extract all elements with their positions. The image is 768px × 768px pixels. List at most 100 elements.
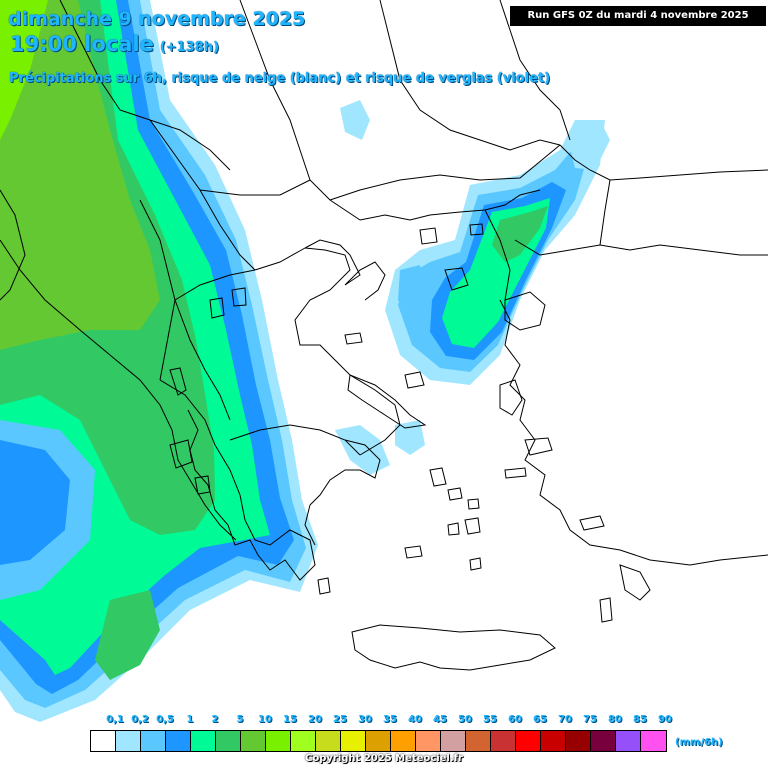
legend-swatch (366, 731, 391, 751)
legend-tick-label: 20 (308, 714, 322, 725)
island-skyros (404, 371, 425, 389)
precip-area-west-10mm (0, 0, 160, 350)
legend-swatch (266, 731, 291, 751)
island-kythira (317, 577, 331, 595)
legend-swatch (191, 731, 216, 751)
legend-swatch (391, 731, 416, 751)
legend-tick-label: 65 (533, 714, 547, 725)
island-corfu (169, 367, 187, 396)
legend-tick-label: 60 (508, 714, 522, 725)
model-run-label: Run GFS 0Z du mardi 4 novembre 2025 (510, 6, 766, 26)
border-greece-north (174, 247, 306, 301)
island-karpathos (599, 597, 613, 623)
turkey-west-coastline (499, 299, 768, 566)
adriatic-coastline (0, 239, 237, 541)
attica-coast (309, 439, 381, 506)
forecast-lead-time: (+138h) (159, 40, 220, 55)
island-samothrace (469, 223, 484, 236)
legend-tick-label: 1 (186, 714, 194, 725)
island-chios (499, 379, 523, 416)
precip-area-ionian-tongue (95, 590, 160, 680)
border-greece-turkey (484, 209, 511, 301)
legend-tick-label: 40 (408, 714, 422, 725)
legend-tick-label: 10 (258, 714, 272, 725)
border-balkans-4 (379, 0, 561, 151)
island-santorini (469, 557, 482, 571)
legend-tick-label: 45 (433, 714, 447, 725)
lake-ohrid (209, 297, 225, 319)
map-subtitle: Précipitations sur 6h, risque de neige (… (9, 71, 551, 86)
border-balkans-3 (329, 144, 561, 201)
legend-tick-label: 0,1 (106, 714, 124, 725)
forecast-hour-value: 19:00 locale (10, 32, 154, 56)
island-tinos (447, 487, 463, 501)
legend-swatch (91, 731, 116, 751)
lake-prespa (231, 287, 247, 307)
legend-swatch (566, 731, 591, 751)
coastlines-borders (0, 0, 768, 581)
forecast-date: dimanche 9 novembre 2025 (8, 8, 306, 30)
island-rhodes (619, 564, 651, 601)
border-balkans-5 (59, 0, 231, 171)
legend-tick-label: 15 (283, 714, 297, 725)
legend-tick-label: 55 (483, 714, 497, 725)
island-thasos (419, 227, 438, 245)
legend-tick-label: 85 (633, 714, 647, 725)
border-albania (174, 299, 231, 421)
border-balkans-1 (149, 119, 256, 271)
border-balkans-2 (239, 0, 361, 221)
legend-swatch (116, 731, 141, 751)
island-samos (524, 437, 553, 456)
island-lesbos (504, 291, 546, 331)
legend-swatch (541, 731, 566, 751)
greece-east-coastline (294, 247, 401, 456)
legend-swatch (166, 731, 191, 751)
island-andros (429, 467, 447, 487)
peloponnese-east-coast (304, 504, 316, 546)
bosphorus (599, 179, 611, 246)
border-balkans-8 (139, 199, 176, 381)
legend-tick-label: 0,5 (156, 714, 174, 725)
island-milos (404, 545, 423, 559)
legend-swatch (491, 731, 516, 751)
legend-swatch (641, 731, 666, 751)
legend-tick-label: 2 (211, 714, 219, 725)
island-mykonos (467, 498, 480, 510)
border-balkans-6 (499, 0, 571, 141)
marmara-coast (514, 239, 768, 256)
island-lemnos (444, 267, 469, 291)
forecast-hour: 19:00 locale (+138h) (10, 32, 219, 56)
legend-swatch (141, 731, 166, 751)
island-naxos (464, 517, 481, 535)
legend-color-bar (90, 730, 667, 752)
gulf-of-corinth (229, 424, 361, 456)
precip-field (0, 0, 610, 722)
precip-area-sw-patch-inner (0, 440, 70, 565)
border-balkans-7 (199, 179, 311, 196)
legend-tick-label: 0,2 (131, 714, 149, 725)
legend-tick-label: 75 (583, 714, 597, 725)
legend-swatch (216, 731, 241, 751)
legend-swatch (516, 731, 541, 751)
copyright-notice: Copyright 2025 Meteociel.fr (305, 753, 463, 764)
precip-area-west-aegean-patch (398, 265, 425, 320)
island-crete (351, 624, 556, 671)
precip-area-north-patch-2 (568, 120, 610, 170)
legend-swatch (616, 731, 641, 751)
legend-tick-label: 80 (608, 714, 622, 725)
legend-swatch (441, 731, 466, 751)
precip-area-attica-patch (335, 425, 390, 475)
precip-area-west-15mm (0, 0, 48, 140)
legend-tick-label: 5 (236, 714, 244, 725)
island-ikaria (504, 467, 527, 479)
island-skiathos (344, 332, 363, 345)
chalkidiki (304, 239, 386, 301)
legend-tick-label: 35 (383, 714, 397, 725)
thrace-coast (359, 189, 541, 221)
black-sea-coast (559, 144, 768, 181)
greece-west-coastline (159, 379, 316, 581)
legend-swatch (416, 731, 441, 751)
legend-swatch (316, 731, 341, 751)
legend-tick-label: 25 (333, 714, 347, 725)
